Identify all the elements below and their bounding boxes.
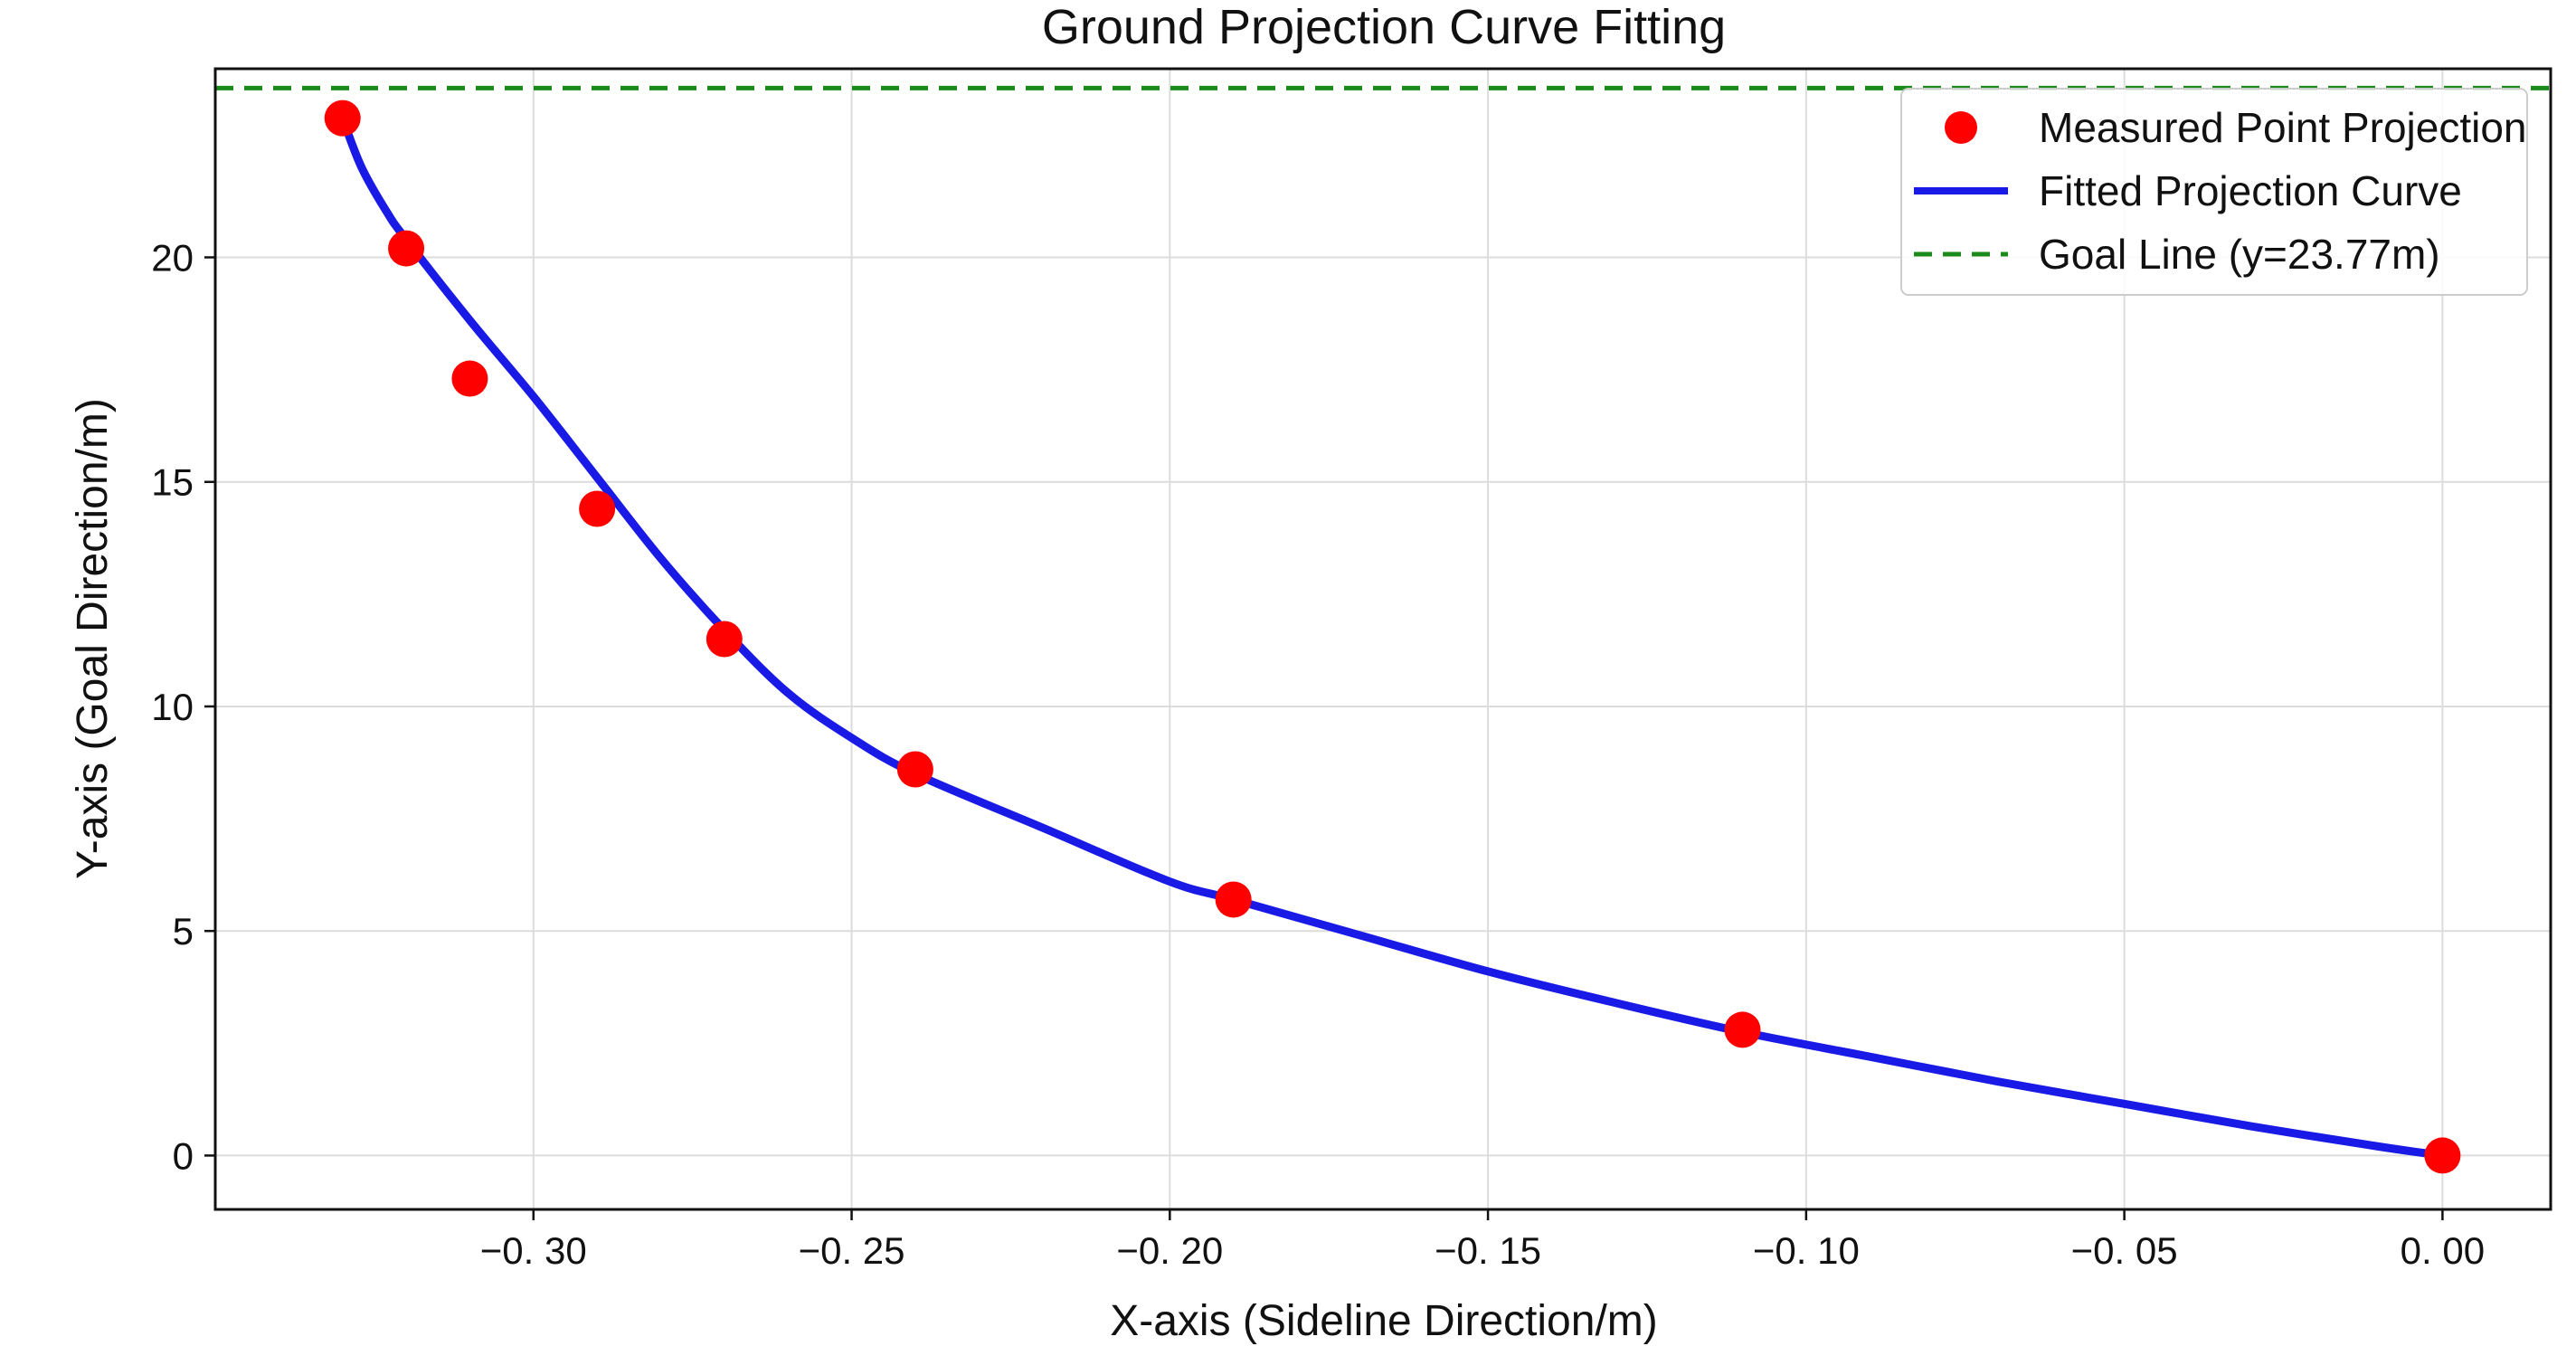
y-tick-label: 0 xyxy=(173,1134,194,1177)
x-tick-label: −0. 15 xyxy=(1435,1229,1541,1272)
plot-frame xyxy=(213,67,2552,1211)
y-tick-label: 10 xyxy=(151,686,194,728)
data-layer xyxy=(215,85,2551,1174)
measured-point xyxy=(579,490,616,527)
y-axis-label: Y-axis (Goal Direction/m) xyxy=(69,398,117,879)
y-tick-label: 5 xyxy=(173,910,194,953)
x-axis-label: X-axis (Sideline Direction/m) xyxy=(1110,1297,1658,1345)
x-tick-label: −0. 30 xyxy=(480,1229,587,1272)
fitted-curve-line xyxy=(338,114,2447,1160)
legend-label-measured-points: Measured Point Projection xyxy=(2039,104,2527,151)
tick-layer: −0. 30 −0. 25 −0. 20 −0. 15 −0. 10 −0. 05 0. 0… xyxy=(151,237,2485,1272)
measured-point xyxy=(388,230,425,267)
measured-point xyxy=(324,100,361,137)
measured-point xyxy=(2424,1137,2461,1174)
measured-point xyxy=(706,621,743,658)
legend-marker-measured-points xyxy=(1945,111,1977,144)
legend-frame xyxy=(1900,88,2528,296)
measured-point xyxy=(896,751,933,788)
legend: Measured Point Projection Fitted Project… xyxy=(1900,88,2528,296)
x-tick-label: 0. 00 xyxy=(2401,1229,2485,1272)
x-tick-label: −0. 20 xyxy=(1116,1229,1223,1272)
chart-title: Ground Projection Curve Fitting xyxy=(1042,0,1726,54)
measured-point xyxy=(451,360,488,397)
measured-point xyxy=(1724,1011,1761,1048)
legend-label-goal-line: Goal Line (y=23.77m) xyxy=(2039,231,2440,278)
y-tick-label: 15 xyxy=(151,461,194,504)
measured-point xyxy=(1215,881,1252,918)
legend-label-fitted-curve: Fitted Projection Curve xyxy=(2039,167,2462,214)
x-tick-label: −0. 05 xyxy=(2071,1229,2178,1272)
x-tick-label: −0. 25 xyxy=(799,1229,905,1272)
x-tick-label: −0. 10 xyxy=(1753,1229,1860,1272)
y-tick-label: 20 xyxy=(151,237,194,280)
